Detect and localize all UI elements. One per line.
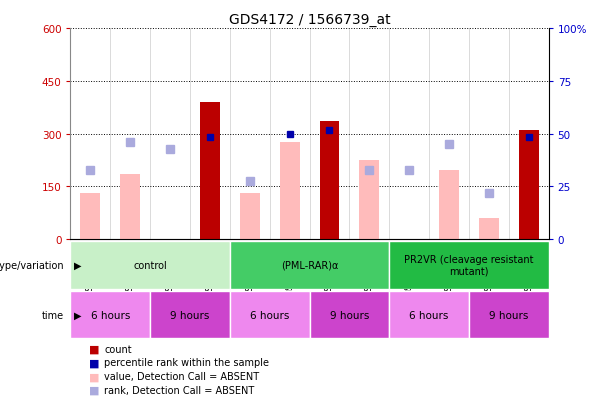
Text: ■: ■ <box>89 371 99 381</box>
Bar <box>70 291 150 339</box>
Text: (PML-RAR)α: (PML-RAR)α <box>281 260 338 271</box>
Bar <box>230 242 389 289</box>
Bar <box>70 242 230 289</box>
Text: ▶: ▶ <box>74 260 81 271</box>
Text: percentile rank within the sample: percentile rank within the sample <box>104 358 269 368</box>
Bar <box>120 175 140 240</box>
Bar <box>200 102 220 240</box>
Bar <box>359 161 379 240</box>
Bar <box>519 131 539 240</box>
Text: genotype/variation: genotype/variation <box>0 260 64 271</box>
Text: 6 hours: 6 hours <box>409 310 449 320</box>
Bar <box>150 291 230 339</box>
Text: ■: ■ <box>89 385 99 395</box>
Text: control: control <box>133 260 167 271</box>
Title: GDS4172 / 1566739_at: GDS4172 / 1566739_at <box>229 12 390 26</box>
Text: 9 hours: 9 hours <box>170 310 210 320</box>
Text: 9 hours: 9 hours <box>330 310 369 320</box>
Bar <box>80 194 101 240</box>
Bar <box>469 291 549 339</box>
Text: ■: ■ <box>89 358 99 368</box>
Text: 9 hours: 9 hours <box>489 310 528 320</box>
Text: rank, Detection Call = ABSENT: rank, Detection Call = ABSENT <box>104 385 254 395</box>
Bar <box>310 291 389 339</box>
Bar <box>280 143 300 240</box>
Bar <box>230 291 310 339</box>
Bar <box>389 291 469 339</box>
Text: count: count <box>104 344 132 354</box>
Text: time: time <box>42 310 64 320</box>
Text: ■: ■ <box>89 344 99 354</box>
Text: value, Detection Call = ABSENT: value, Detection Call = ABSENT <box>104 371 259 381</box>
Text: PR2VR (cleavage resistant
mutant): PR2VR (cleavage resistant mutant) <box>404 254 534 276</box>
Bar <box>389 242 549 289</box>
Text: 6 hours: 6 hours <box>250 310 289 320</box>
Bar <box>319 122 340 240</box>
Bar <box>479 218 499 240</box>
Bar <box>439 171 459 240</box>
Bar <box>240 194 260 240</box>
Text: 6 hours: 6 hours <box>91 310 130 320</box>
Text: ▶: ▶ <box>74 310 81 320</box>
